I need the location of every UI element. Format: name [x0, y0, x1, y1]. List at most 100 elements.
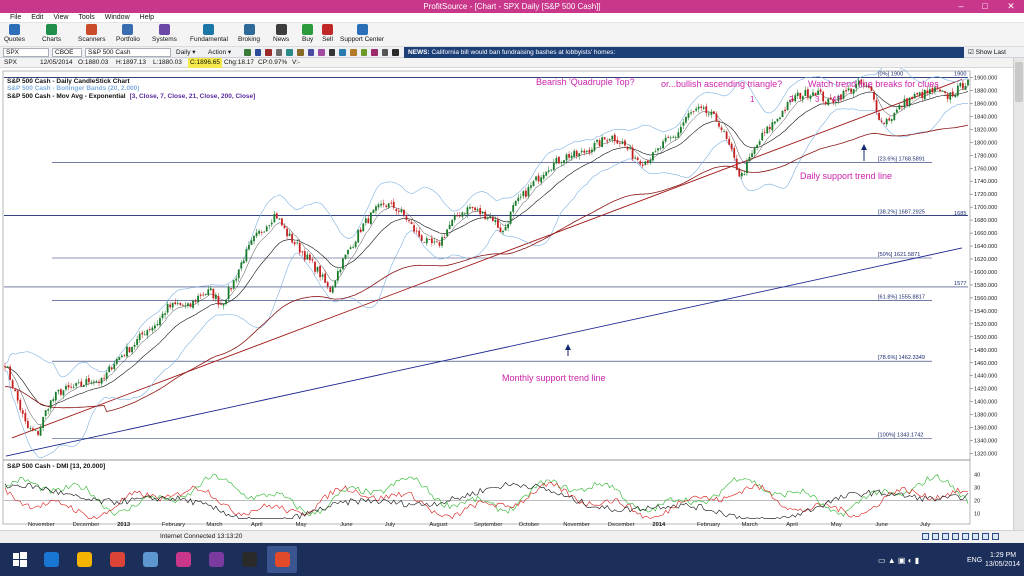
taskbar-app[interactable]: [234, 546, 264, 573]
toolbar-label: Charts: [42, 36, 62, 43]
chart-tool-icon[interactable]: [286, 49, 293, 56]
chart-tool-icon[interactable]: [307, 49, 315, 56]
candle-body: [522, 191, 525, 197]
taskbar-app[interactable]: [201, 546, 231, 573]
toolbar-fundamental-button[interactable]: Fundamental: [190, 24, 228, 46]
candle-body: [400, 209, 403, 213]
candle-body: [629, 147, 631, 149]
status-tool-icon[interactable]: [942, 533, 949, 540]
candle-body: [786, 102, 789, 111]
candle-body: [700, 106, 703, 108]
input-language[interactable]: ENG: [967, 557, 983, 564]
menu-help[interactable]: Help: [139, 14, 155, 21]
maximize-button[interactable]: □: [982, 1, 988, 11]
toolbar-buy-button[interactable]: Buy: [302, 24, 313, 46]
candle-body: [926, 90, 929, 93]
quote-percent: CP:0.97%: [258, 59, 288, 66]
taskbar-app[interactable]: [168, 546, 198, 573]
start-button[interactable]: [5, 546, 35, 573]
close-button[interactable]: ✕: [1007, 1, 1015, 11]
chart-tool-icon[interactable]: [328, 49, 336, 56]
tray-icons[interactable]: ▭ ▲ ▣ ◐ ▮: [878, 556, 920, 565]
quote-open: O:1880.03: [78, 59, 109, 66]
candle-body: [113, 363, 116, 370]
edge-label: 1900: [954, 71, 966, 77]
candle-body: [469, 207, 471, 209]
menu-view[interactable]: View: [53, 14, 69, 21]
status-tool-icon[interactable]: [932, 533, 939, 540]
chart-tool-icon[interactable]: [265, 49, 272, 56]
status-tool-icon[interactable]: [982, 533, 989, 540]
menu-edit[interactable]: Edit: [31, 14, 44, 21]
toolbar-sell-button[interactable]: Sell: [322, 24, 333, 46]
taskbar-app[interactable]: [102, 546, 132, 573]
x-axis-label: September: [474, 522, 502, 528]
toolbar-broking-button[interactable]: Broking: [238, 24, 260, 46]
status-tool-icon[interactable]: [922, 533, 929, 540]
candle-body: [324, 273, 327, 283]
menu-file[interactable]: File: [10, 14, 22, 21]
security-name-field[interactable]: S&P 500 Cash: [85, 48, 171, 57]
clock-time[interactable]: 1:29 PM: [990, 552, 1017, 559]
chart-tool-icon[interactable]: [244, 49, 251, 56]
chart-tool-icon[interactable]: [392, 49, 399, 56]
candle-body: [192, 300, 194, 308]
show-last-checkbox[interactable]: ☑ Show Last: [968, 49, 1006, 56]
candle-body: [359, 229, 362, 233]
candle-body: [220, 303, 222, 305]
exchange-select[interactable]: CBOE: [52, 48, 82, 57]
chart-tool-icon[interactable]: [254, 49, 262, 56]
status-tool-icon[interactable]: [992, 533, 999, 540]
candle-body: [164, 313, 166, 315]
ema-200-line: [5, 124, 969, 412]
status-tool-icon[interactable]: [972, 533, 979, 540]
candle-body: [923, 89, 926, 100]
scrollbar-thumb[interactable]: [1015, 62, 1023, 102]
chart-tool-icon[interactable]: [381, 49, 389, 56]
chart-tool-icon[interactable]: [296, 49, 304, 56]
action-dropdown[interactable]: Action ▾: [208, 49, 232, 56]
taskbar-app[interactable]: [267, 546, 297, 573]
vertical-scrollbar[interactable]: [1013, 58, 1024, 530]
news-label: NEWS:: [408, 49, 430, 56]
taskbar-app[interactable]: [69, 546, 99, 573]
candle-body: [804, 89, 807, 97]
news-ticker[interactable]: NEWS: California bill would ban fundrais…: [404, 47, 964, 58]
menu-window[interactable]: Window: [104, 14, 130, 21]
toolbar-systems-button[interactable]: Systems: [152, 24, 177, 46]
chart-tool-icon[interactable]: [339, 49, 346, 56]
toolbar-quotes-button[interactable]: Quotes: [4, 24, 25, 46]
candle-body: [126, 346, 128, 357]
candle-body: [237, 269, 240, 279]
chart-tool-icon[interactable]: [360, 49, 368, 56]
minimize-button[interactable]: –: [958, 1, 964, 11]
taskbar-app[interactable]: [36, 546, 66, 573]
chart-tool-icon[interactable]: [349, 49, 357, 56]
toolbar-scanners-button[interactable]: Scanners: [78, 24, 105, 46]
adx-line: [4, 482, 969, 520]
period-dropdown[interactable]: Daily ▾: [176, 49, 196, 56]
candle-body: [367, 218, 370, 224]
toolbar-support-center-button[interactable]: Support Center: [340, 24, 384, 46]
candle-body: [42, 416, 45, 428]
price-chart[interactable]: [0%] 1900 [23.6%] 1768.5891 [38.2%] 1687.2…: [0, 68, 1024, 530]
chart-tool-icon[interactable]: [318, 49, 325, 56]
y-tick-label: 1800.000: [974, 140, 997, 146]
symbol-input[interactable]: SPX: [3, 48, 49, 57]
toolbar-charts-button[interactable]: Charts: [42, 24, 61, 46]
toolbar-news-button[interactable]: News: [273, 24, 289, 46]
menu-tools[interactable]: Tools: [78, 14, 95, 21]
toolbar-portfolio-button[interactable]: Portfolio: [116, 24, 140, 46]
candle-body: [916, 93, 919, 95]
chart-tool-icon[interactable]: [275, 49, 283, 56]
candle-body: [967, 79, 969, 86]
status-tool-icon[interactable]: [952, 533, 959, 540]
taskbar-app[interactable]: [135, 546, 165, 573]
clock-date[interactable]: 13/05/2014: [985, 561, 1021, 568]
status-bar: Internet Connected 13:13:20: [0, 530, 1024, 543]
candle-body: [369, 212, 372, 224]
chart-tool-icon[interactable]: [371, 49, 378, 56]
x-axis-label: June: [875, 522, 888, 528]
bollinger-upper-band: [4, 68, 969, 378]
status-tool-icon[interactable]: [962, 533, 969, 540]
